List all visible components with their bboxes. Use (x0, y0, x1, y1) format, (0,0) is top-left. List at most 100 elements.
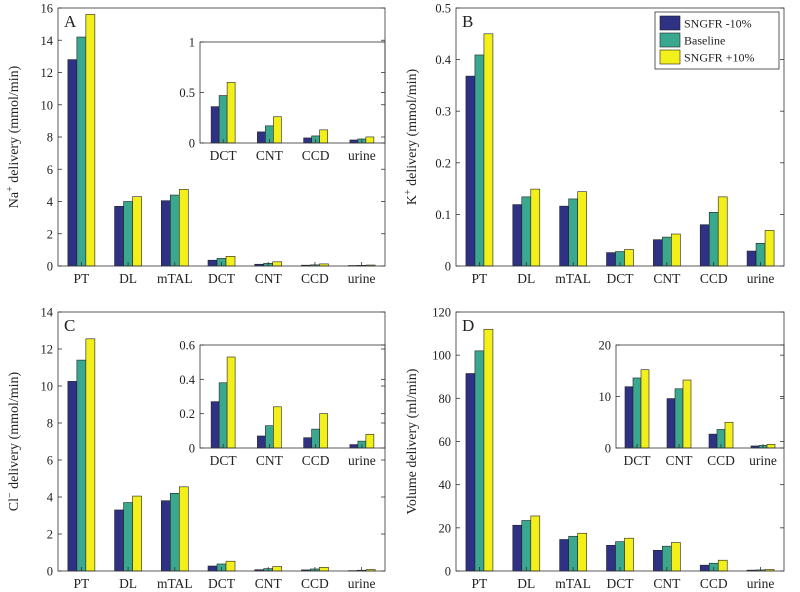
panel-a-xtick-label: urine (348, 271, 376, 286)
panel-c-inset-xtick-label: CCD (302, 453, 330, 468)
panel-d-inset-bar (624, 386, 634, 449)
panel-a-inset-bar (257, 131, 266, 144)
panel-a-letter: A (64, 12, 77, 31)
panel-c-ytick-label: 4 (47, 491, 54, 505)
panel-b-bar (662, 236, 672, 267)
panel-b-bar (746, 250, 757, 267)
panel-a-inset-ytick-label: 0.5 (179, 86, 195, 100)
panel-d-bar (474, 350, 485, 572)
panel-b-xtick-label: PT (472, 271, 489, 286)
panel-d-bar (483, 328, 494, 572)
legend-entry: SNGFR +10% (684, 51, 754, 65)
panel-c-inset-ytick-label: 0.6 (179, 339, 195, 353)
panel-a-ytick-label: 2 (47, 227, 53, 241)
panel-d-inset-bar (766, 444, 776, 449)
panel-b-bar (559, 205, 569, 267)
panel-c-ylabel: Cl− delivery (mmol/min) (5, 371, 23, 511)
panel-a-bar (85, 14, 96, 267)
panel-c-bar (67, 381, 78, 572)
panel-a-inset-bar (210, 106, 220, 144)
panel-c-inset-bar (226, 356, 236, 449)
panel-c-bar (169, 492, 180, 572)
panel-b-bar (577, 191, 587, 267)
panel-c-inset-bar (349, 444, 359, 449)
panel-a-bar (178, 189, 189, 267)
panel-d-ytick-label: 80 (439, 392, 452, 406)
panel-a-inset-ytick-label: 0 (189, 137, 195, 151)
panel-b-ytick-label: 0.3 (435, 105, 451, 119)
panel-b-bar (717, 196, 728, 267)
panel-a-ytick-label: 14 (41, 34, 54, 48)
panel-b-bar (512, 204, 523, 267)
panel-a-inset-bar (226, 82, 236, 144)
panel-a-inset-xtick-label: DCT (210, 148, 238, 163)
panel-d-inset-bar (708, 433, 718, 449)
panel-b-bar (764, 230, 775, 267)
panel-b-bar (624, 249, 634, 267)
panel-d-xtick-label: DL (517, 576, 535, 591)
legend-entry: SNGFR -10% (684, 17, 752, 31)
panel-a-bar (123, 201, 133, 267)
panel-a-ytick-label: 4 (47, 195, 54, 209)
panel-c-bar (85, 338, 96, 572)
panel-a-bar (207, 259, 218, 267)
panel-d-bar (699, 564, 710, 572)
panel-c-inset-xtick-label: urine (348, 453, 376, 468)
panel-c-xtick-label: mTAL (157, 576, 193, 591)
panel-d-inset-bar (640, 369, 650, 449)
panel-a-bar (225, 256, 236, 267)
panel-b-bar (671, 233, 681, 267)
panel-d-inset-xtick-label: DCT (624, 453, 652, 468)
panel-c-bar (160, 500, 171, 572)
panel-a-bar (132, 196, 142, 267)
panel-a-ytick-label: 16 (41, 2, 54, 16)
panel-c-ytick-label: 6 (47, 454, 53, 468)
panel-d-bar (530, 515, 541, 572)
panel-c-inset-bar (303, 437, 312, 449)
panel-d-ytick-label: 20 (439, 521, 452, 535)
panel-d-letter: D (462, 316, 474, 335)
panel-b-bar (699, 224, 710, 267)
panel-d-bar (624, 537, 634, 572)
panel-b-xtick-label: mTAL (555, 271, 591, 286)
panel-a-ytick-label: 8 (47, 131, 53, 145)
panel-d-inset-bar (632, 377, 642, 449)
panel-a-inset-bar (319, 129, 328, 144)
panel-d-inset-xtick-label: CNT (666, 453, 694, 468)
panel-a-bar (272, 261, 283, 267)
panel-c-bar (76, 359, 87, 572)
panel-d-inset-bar (724, 421, 734, 449)
panel-b-ytick-label: 0.1 (435, 208, 451, 222)
panel-c-inset-frame (199, 344, 386, 449)
panel-b-xtick-label: CNT (653, 271, 681, 286)
panel-a-bar (76, 36, 87, 267)
panel-b-xtick-label: DL (517, 271, 535, 286)
panel-c-xtick-label: CCD (301, 576, 329, 591)
bars-layer (67, 14, 784, 572)
panel-d-ylabel: Volume delivery (ml/min) (405, 368, 420, 514)
panel-c-xtick-label: PT (73, 576, 90, 591)
panel-d-bar (606, 545, 616, 572)
panel-c-inset-bar (257, 435, 266, 449)
panel-d-inset-bar (674, 388, 684, 449)
panel-a-bar (160, 200, 171, 267)
panel-c-inset-bar (273, 406, 282, 449)
panel-a-xtick-label: CCD (301, 271, 329, 286)
panel-c-inset-bar (365, 433, 375, 449)
panel-c-xtick-label: urine (348, 576, 376, 591)
panel-b-ylabel: K+ delivery (mmol/min) (403, 69, 421, 206)
panel-d-ytick-label: 0 (445, 565, 451, 579)
panel-b-xtick-label: urine (747, 271, 775, 286)
panel-a-inset-bar (365, 136, 375, 144)
panel-c-xtick-label: CNT (255, 576, 283, 591)
panel-c-ytick-label: 8 (47, 417, 53, 431)
panel-a-ylabel: Na+ delivery (mmol/min) (5, 65, 23, 208)
panel-b-bar (465, 75, 476, 267)
panel-b-bar (521, 196, 532, 267)
panel-c-inset-ytick-label: 0.2 (179, 407, 195, 421)
panel-a-ytick-label: 10 (41, 98, 54, 112)
legend-swatch (659, 49, 681, 65)
panel-b-bar (568, 198, 578, 267)
panel-a-xtick-label: CNT (255, 271, 283, 286)
panel-d-inset-bar (666, 398, 676, 449)
